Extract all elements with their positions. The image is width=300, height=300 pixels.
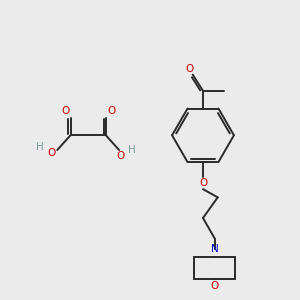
Text: H: H (128, 145, 136, 155)
Text: O: O (186, 64, 194, 74)
Text: H: H (36, 142, 43, 152)
Text: O: O (61, 106, 69, 116)
Text: O: O (116, 151, 125, 161)
Text: O: O (107, 106, 115, 116)
Text: O: O (211, 281, 219, 291)
Text: O: O (47, 148, 56, 158)
Text: N: N (211, 244, 219, 254)
Text: O: O (199, 178, 207, 188)
